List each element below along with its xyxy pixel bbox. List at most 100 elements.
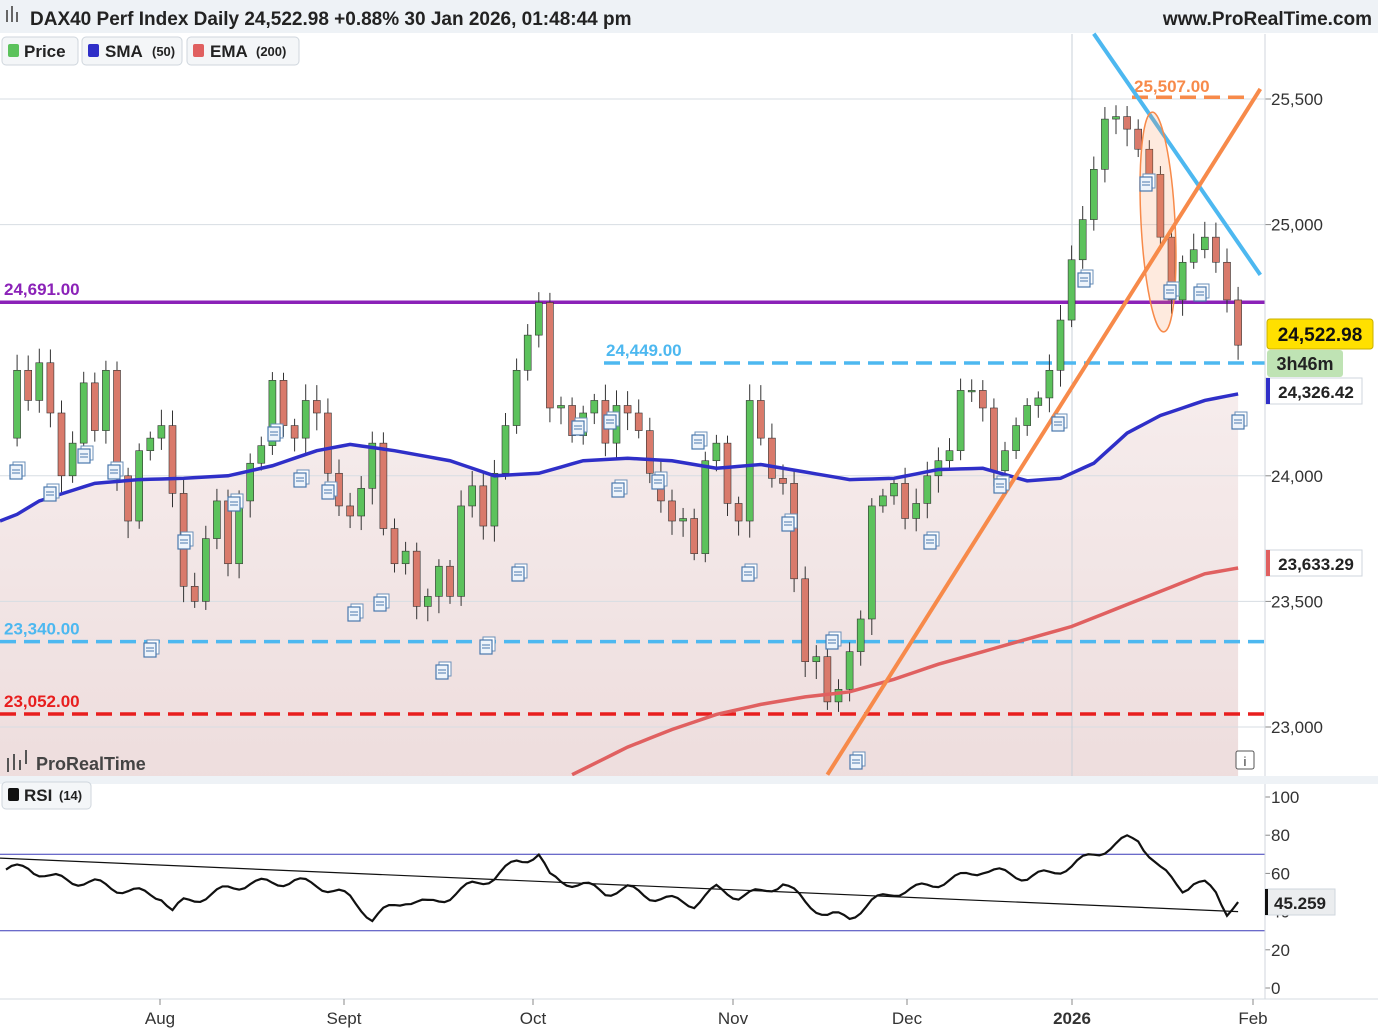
candle-up	[213, 500, 221, 539]
candle-up	[368, 442, 377, 489]
news-icon[interactable]	[347, 603, 364, 622]
news-icon-page	[603, 414, 617, 430]
watermark-logo-icon	[7, 750, 27, 772]
news-icon[interactable]	[603, 411, 620, 430]
news-icon-page	[571, 420, 585, 436]
candle-up	[967, 390, 976, 393]
news-icon-page	[781, 516, 795, 532]
legend-ema-param: (200)	[256, 44, 286, 59]
news-icon[interactable]	[1051, 413, 1068, 432]
legend-ema-chip[interactable]	[186, 36, 300, 66]
news-icon[interactable]	[9, 461, 26, 480]
news-icon[interactable]	[43, 483, 60, 502]
news-icon[interactable]	[1139, 173, 1156, 192]
candle-down	[379, 442, 388, 529]
candle-down	[623, 405, 632, 414]
rsi-panel	[0, 784, 1265, 999]
candle-down	[190, 586, 199, 602]
news-icon-page	[177, 534, 191, 550]
news-icon-page	[143, 642, 157, 658]
news-icon[interactable]	[571, 417, 588, 436]
news-icon-page	[651, 474, 665, 490]
candle-up	[701, 460, 710, 554]
candle-up	[1178, 261, 1187, 301]
news-icon[interactable]	[293, 469, 310, 488]
news-icon[interactable]	[611, 479, 628, 498]
time-tick-label: Oct	[520, 1009, 547, 1028]
news-icon[interactable]	[227, 493, 244, 512]
time-tick-label: Feb	[1238, 1009, 1267, 1028]
candle-down	[1167, 236, 1176, 301]
candle-down	[1134, 128, 1142, 150]
info-icon[interactable]	[1235, 750, 1255, 770]
candle-down	[312, 400, 321, 414]
candle-down	[113, 369, 121, 477]
candle-down	[390, 528, 399, 565]
news-icon[interactable]	[781, 513, 798, 532]
countdown-value: 3h46m	[1276, 354, 1333, 374]
legend-price-label: Price	[24, 42, 66, 61]
news-icon[interactable]	[267, 423, 284, 442]
news-icon[interactable]	[993, 475, 1010, 494]
news-icon[interactable]	[321, 481, 338, 500]
news-icon-page	[611, 482, 625, 498]
news-icons[interactable]	[9, 173, 1248, 770]
legend-ema-label: EMA	[210, 42, 248, 61]
news-icon[interactable]	[143, 639, 160, 658]
news-icon[interactable]	[651, 471, 668, 490]
news-icon[interactable]	[741, 563, 758, 582]
news-icon-page	[373, 596, 387, 612]
price-axis[interactable]	[1265, 34, 1378, 776]
news-icon[interactable]	[435, 661, 452, 680]
news-icon[interactable]	[1163, 281, 1180, 300]
price-tick-label: 23,000	[1271, 718, 1323, 737]
time-axis[interactable]	[0, 999, 1378, 1033]
candle-up	[845, 651, 854, 690]
news-icon-page	[1231, 414, 1245, 430]
candle-down	[324, 412, 332, 474]
legend-sma-chip[interactable]	[81, 36, 183, 66]
news-icon[interactable]	[479, 636, 496, 655]
news-icon[interactable]	[849, 751, 866, 770]
panel-separator[interactable]	[0, 776, 1378, 784]
news-icon-page	[741, 566, 755, 582]
candle-down	[168, 425, 177, 494]
news-icon-page	[321, 484, 335, 500]
news-icon[interactable]	[511, 563, 528, 582]
ema-value: 23,633.29	[1278, 555, 1354, 574]
news-icon[interactable]	[77, 445, 94, 464]
candle-up	[1045, 369, 1054, 399]
legend-sma-param: (50)	[152, 44, 175, 59]
candle-down	[634, 412, 643, 431]
watermark-text: ProRealTime	[36, 754, 146, 774]
candle-up	[512, 369, 521, 426]
legend-price-chip[interactable]	[1, 36, 79, 66]
news-icon[interactable]	[923, 531, 940, 550]
candle-down	[24, 369, 33, 401]
rsi-line	[5, 834, 1239, 923]
level-label: 23,340.00	[4, 620, 80, 639]
news-icon[interactable]	[1231, 411, 1248, 430]
candle-up	[202, 538, 210, 602]
news-icon[interactable]	[373, 593, 390, 612]
time-tick-label: Dec	[892, 1009, 923, 1028]
news-icon-page	[1163, 284, 1177, 300]
ema-value-tag: 23,633.29	[1265, 549, 1363, 577]
rsi-tick-label: 0	[1271, 979, 1280, 998]
rsi-legend-chip[interactable]	[1, 781, 92, 810]
news-icon[interactable]	[177, 531, 194, 550]
candle-up	[13, 369, 21, 439]
news-icon[interactable]	[825, 631, 842, 650]
price-axis-ticks: 25,500 25,000 24,000 23,500 23,000	[1264, 34, 1323, 776]
news-icon-page	[825, 634, 839, 650]
news-icon[interactable]	[107, 461, 124, 480]
candle-up	[912, 503, 921, 519]
news-icon-page	[993, 478, 1007, 494]
news-icon[interactable]	[691, 431, 708, 450]
candle-down	[1223, 261, 1231, 301]
price-grid	[0, 98, 1265, 728]
news-icon[interactable]	[1077, 269, 1094, 288]
news-icon[interactable]	[1193, 283, 1210, 302]
sma-value-tag: 24,326.42	[1265, 377, 1363, 405]
candle-up	[301, 400, 310, 439]
